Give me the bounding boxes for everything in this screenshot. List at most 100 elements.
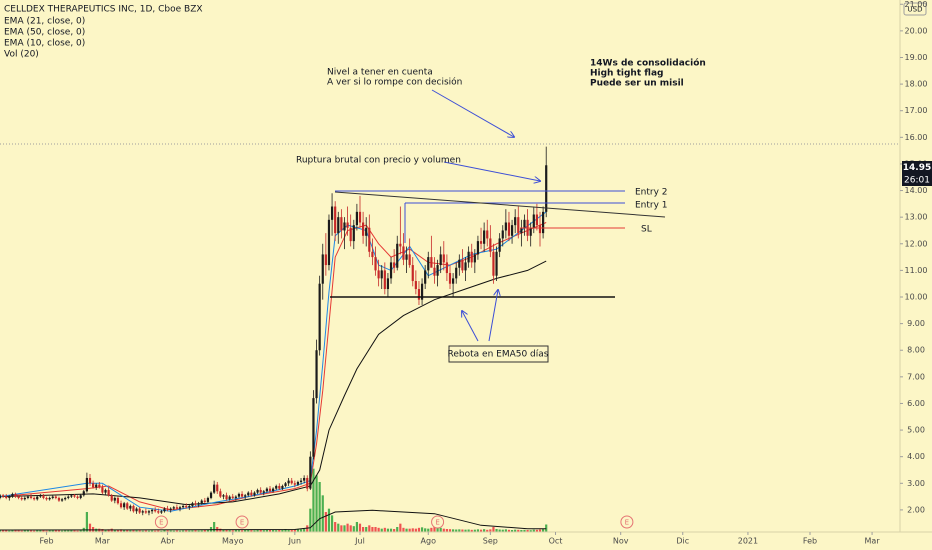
volume-bar xyxy=(405,528,408,532)
candle-body xyxy=(420,283,424,300)
volume-bar xyxy=(365,527,368,532)
candle-body xyxy=(455,267,458,279)
volume-bar xyxy=(157,530,160,532)
volume-bar xyxy=(14,530,17,532)
candle-body xyxy=(290,480,293,484)
candle-body xyxy=(126,503,129,509)
y-tick-label: 12.00 xyxy=(905,239,928,248)
candle-body xyxy=(0,495,2,498)
volume-bar xyxy=(219,528,222,532)
candle-body xyxy=(197,503,200,505)
candle-body xyxy=(309,456,312,489)
volume-bar xyxy=(222,529,225,532)
candle-body xyxy=(321,254,324,284)
volume-bar xyxy=(278,529,281,532)
volume-bar xyxy=(141,530,144,532)
candle-body xyxy=(110,495,113,501)
y-tick-label: 20.00 xyxy=(905,26,928,35)
y-tick-label: 3.00 xyxy=(907,479,925,488)
candle-body xyxy=(520,227,523,234)
volume-bar xyxy=(275,530,278,532)
candle-body xyxy=(464,262,467,271)
volume-bar xyxy=(424,528,427,532)
volume-bar xyxy=(197,530,200,532)
volume-bar xyxy=(498,529,501,532)
candle-body xyxy=(203,500,206,502)
volume-bar xyxy=(45,530,48,532)
currency-box[interactable] xyxy=(903,2,927,16)
candle-body xyxy=(399,243,402,247)
candle-body xyxy=(427,257,430,271)
volume-bar xyxy=(489,529,492,532)
candle-body xyxy=(452,278,455,284)
volume-bar xyxy=(473,529,476,532)
candle-body xyxy=(5,496,8,498)
legend-entry: EMA (21, close, 0) xyxy=(4,17,85,27)
candle-body xyxy=(206,497,210,502)
volume-bar xyxy=(330,515,334,532)
candle-body xyxy=(129,505,132,509)
volume-bar xyxy=(296,529,300,532)
trend-line xyxy=(334,191,666,218)
annotation: Entry 2 xyxy=(635,188,668,198)
candle-body xyxy=(175,507,178,509)
candle-body xyxy=(507,222,511,236)
candle-body xyxy=(458,259,461,268)
volume-bar xyxy=(104,529,107,532)
volume-bar xyxy=(129,530,132,532)
volume-bar xyxy=(154,530,157,532)
candle-body xyxy=(222,495,225,497)
candle-body xyxy=(278,485,281,489)
volume-bar xyxy=(26,530,30,532)
candle-body xyxy=(95,484,98,488)
volume-bar xyxy=(126,530,129,532)
volume-bar xyxy=(228,530,231,532)
volume-bar xyxy=(272,530,275,532)
y-tick-label: 4.00 xyxy=(907,452,925,461)
candle-body xyxy=(76,496,79,498)
volume-bar xyxy=(414,528,417,532)
y-tick-label: 10.00 xyxy=(905,293,928,302)
candle-body xyxy=(489,238,492,252)
annotation: A ver si lo rompe con decisión xyxy=(327,77,462,88)
volume-bar xyxy=(169,530,172,532)
countdown: 26:01 xyxy=(904,176,930,186)
volume-bar xyxy=(355,522,358,532)
candle-body xyxy=(166,508,169,510)
candle-body xyxy=(244,495,247,497)
candle-body xyxy=(411,265,414,282)
candle-body xyxy=(150,509,154,512)
candle-body xyxy=(209,492,213,498)
bounce-box xyxy=(448,345,549,363)
candle-body xyxy=(157,511,160,513)
volume-bar xyxy=(160,530,163,532)
volume-bar xyxy=(510,530,514,532)
candle-body xyxy=(514,217,517,226)
volume-bar xyxy=(182,530,185,532)
x-tick-label: Feb xyxy=(803,537,817,546)
volume-bar xyxy=(362,527,365,532)
candle-body xyxy=(396,243,399,268)
annotation: SL xyxy=(641,225,652,235)
candle-body xyxy=(417,289,421,300)
x-tick-label: Sep xyxy=(483,537,498,546)
candle-body xyxy=(486,230,489,239)
candle-body xyxy=(365,227,368,236)
candle-body xyxy=(470,251,473,263)
volume-bar xyxy=(191,530,194,532)
candle-body xyxy=(483,230,486,244)
candle-body xyxy=(346,222,349,228)
volume-bar xyxy=(517,529,520,532)
candle-body xyxy=(529,227,532,236)
volume-bar xyxy=(101,529,104,532)
chart-title: CELLDEX THERAPEUTICS INC, 1D, Cboe BZX xyxy=(4,5,203,15)
volume-bar xyxy=(119,529,123,532)
x-tick-label: Dic xyxy=(676,537,689,546)
volume-bar xyxy=(5,530,8,532)
arrow xyxy=(431,89,514,137)
candle-body xyxy=(70,495,73,497)
volume-bar xyxy=(234,530,237,532)
legend-entry: Vol (20) xyxy=(4,50,39,60)
candle-body xyxy=(88,477,92,484)
volume-bar xyxy=(312,468,315,532)
